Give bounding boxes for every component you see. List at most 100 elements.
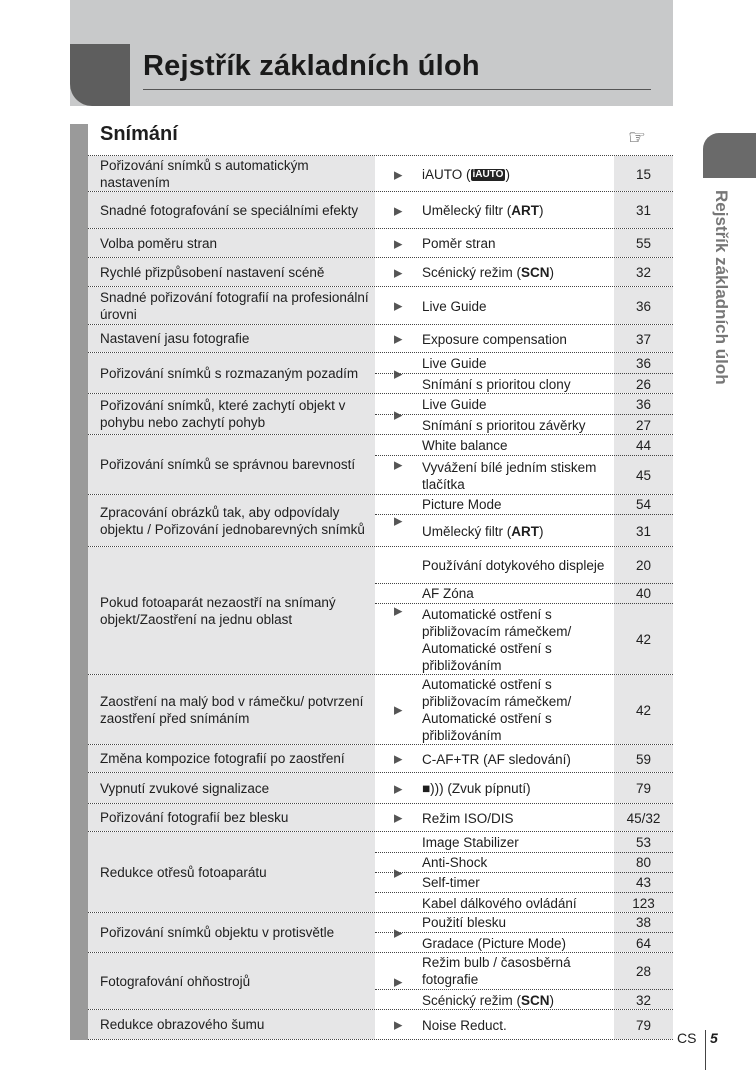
reference-label: Používání dotykového displeje	[422, 557, 605, 573]
page-reference[interactable]: 31	[635, 523, 652, 539]
reference-entry[interactable]: White balance 44	[375, 435, 673, 456]
page-reference[interactable]: 54	[635, 497, 652, 512]
table-row: Změna kompozice fotografií po zaostření ▶…	[88, 745, 673, 773]
page-reference[interactable]: 44	[635, 437, 652, 453]
reference-entry[interactable]: Režim bulb / časosběrná fotografie 28	[375, 953, 673, 990]
page-reference[interactable]: 53	[635, 834, 652, 850]
reference-entry[interactable]: Live Guide 36	[375, 287, 673, 325]
task-label: Pořizování snímků se správnou barevností	[88, 435, 375, 494]
table-row: Nastavení jasu fotografie ▶ Exposure compe…	[88, 325, 673, 353]
reference-entry[interactable]: Live Guide 36	[375, 394, 673, 415]
reference-entry[interactable]: Snímání s prioritou clony 26	[375, 374, 673, 394]
reference-text: Noise Reduct.	[422, 1010, 607, 1040]
task-label: Pořizování fotografií bez blesku	[88, 804, 375, 831]
reference-text: Kabel dálkového ovládání	[422, 893, 607, 913]
reference-text: Automatické ostření s přibližovacím ráme…	[422, 675, 607, 745]
arrow-right-icon: ▶	[394, 1019, 403, 1032]
table-row: Volba poměru stran ▶ Poměr stran 55	[88, 229, 673, 258]
page-reference[interactable]: 64	[635, 935, 652, 951]
reference-entry[interactable]: C-AF+TR (AF sledování) 59	[375, 745, 673, 773]
reference-entry[interactable]: Umělecký filtr (ART) 31	[375, 515, 673, 547]
reference-entry[interactable]: AF Zóna 40	[375, 584, 673, 604]
reference-entry[interactable]: Scénický režim (SCN) 32	[375, 990, 673, 1010]
page-reference[interactable]: 28	[635, 963, 652, 979]
reference-entry[interactable]: Použití blesku 38	[375, 913, 673, 933]
page-column-bg	[614, 675, 673, 744]
page-reference[interactable]: 80	[635, 855, 652, 870]
reference-text: Poměr stran	[422, 229, 607, 258]
header-band	[70, 0, 673, 106]
reference-label: Režim ISO/DIS	[422, 810, 514, 826]
table-row: Zpracování obrázků tak, aby odpovídaly o…	[88, 495, 673, 547]
reference-entry[interactable]: Picture Mode 54	[375, 495, 673, 515]
reference-entry[interactable]: Live Guide 36	[375, 353, 673, 374]
reference-entry[interactable]: iAUTO (iAUTO) 15	[375, 156, 673, 193]
reference-entry[interactable]: Automatické ostření s přibližovacím ráme…	[375, 675, 673, 745]
page-reference[interactable]: 36	[635, 396, 652, 412]
task-label: Snadné fotografování se speciálními efek…	[88, 192, 375, 228]
page-reference[interactable]: 15	[635, 167, 652, 182]
task-label: Zaostření na malý bod v rámečku/ potvrze…	[88, 675, 375, 744]
page-reference[interactable]: 42	[635, 632, 652, 647]
page-reference[interactable]: 38	[635, 915, 652, 930]
task-label: Snadné pořizování fotografií na profesio…	[88, 287, 375, 324]
title-rule	[143, 89, 651, 90]
page-reference[interactable]: 79	[635, 1017, 652, 1033]
reference-text: Live Guide	[422, 287, 607, 325]
table-row: Fotografování ohňostrojů ▶ Režim bulb / ča…	[88, 953, 673, 1010]
page-reference[interactable]: 31	[635, 203, 652, 218]
page-reference[interactable]: 20	[635, 557, 652, 573]
table-row: Snadné fotografování se speciálními efek…	[88, 192, 673, 229]
arrow-right-icon: ▶	[394, 976, 403, 988]
reference-label: Image Stabilizer	[422, 834, 519, 850]
reference-entry[interactable]: Automatické ostření s přibližovacím ráme…	[375, 604, 673, 675]
reference-entry[interactable]: Self-timer 43	[375, 873, 673, 893]
page-reference[interactable]: 36	[635, 355, 652, 371]
page-reference[interactable]: 27	[635, 417, 652, 433]
reference-suffix: )	[539, 203, 544, 218]
reference-suffix: )	[549, 265, 555, 280]
reference-entry[interactable]: Poměr stran 55	[375, 229, 673, 258]
page-reference[interactable]: 123	[632, 895, 655, 911]
page-reference[interactable]: 45	[635, 468, 652, 483]
page-reference[interactable]: 37	[635, 331, 652, 347]
page-reference[interactable]: 40	[635, 586, 652, 601]
reference-entry[interactable]: Image Stabilizer 53	[375, 832, 673, 853]
iauto-mode-icon: iAUTO	[470, 168, 506, 181]
reference-entry[interactable]: Noise Reduct. 79	[375, 1010, 673, 1040]
reference-entry[interactable]: Umělecký filtr (ART) 31	[375, 192, 673, 229]
page-reference[interactable]: 45/32	[626, 810, 661, 826]
table-row: Zaostření na malý bod v rámečku/ potvrze…	[88, 675, 673, 745]
reference-entry[interactable]: Používání dotykového displeje 20	[375, 547, 673, 584]
table-row: Pokud fotoaparát nezaostří na snímaný ob…	[88, 547, 673, 675]
page-reference[interactable]: 36	[635, 298, 652, 314]
reference-entry[interactable]: Vyvážení bílé jedním stiskem tlačítka 45	[375, 456, 673, 495]
reference-label: Self-timer	[422, 875, 480, 890]
reference-entry[interactable]: Scénický režim (SCN) 32	[375, 258, 673, 287]
reference-entry[interactable]: Kabel dálkového ovládání 123	[375, 893, 673, 913]
page-reference[interactable]: 55	[635, 236, 652, 251]
page-column-bg	[614, 156, 673, 191]
reference-label: Kabel dálkového ovládání	[422, 895, 577, 911]
mode-abbreviation: ART	[511, 523, 540, 539]
reference-entry[interactable]: Režim ISO/DIS 45/32	[375, 804, 673, 832]
page-reference[interactable]: 79	[635, 781, 652, 796]
reference-entry[interactable]: Gradace (Picture Mode) 64	[375, 933, 673, 953]
reference-entry[interactable]: Anti-Shock 80	[375, 853, 673, 873]
reference-label: Live Guide	[422, 298, 487, 314]
reference-label: iAUTO (	[422, 167, 471, 182]
arrow-right-icon: ▶	[394, 927, 403, 940]
reference-entry[interactable]: Snímání s prioritou závěrky 27	[375, 415, 673, 435]
page-reference[interactable]: 32	[635, 265, 652, 280]
reference-text: Umělecký filtr (ART)	[422, 515, 607, 547]
reference-text: Umělecký filtr (ART)	[422, 192, 607, 229]
page-column-bg	[614, 495, 673, 546]
reference-entry[interactable]: ■))) (Zvuk pípnutí) 79	[375, 773, 673, 804]
page-reference[interactable]: 43	[635, 875, 652, 890]
page-reference[interactable]: 26	[635, 376, 652, 392]
page-reference[interactable]: 32	[635, 992, 652, 1008]
table-row: Rychlé přizpůsobení nastavení scéně ▶ Scén…	[88, 258, 673, 287]
reference-entry[interactable]: Exposure compensation 37	[375, 325, 673, 353]
page-reference[interactable]: 42	[635, 702, 652, 718]
page-reference[interactable]: 59	[635, 751, 652, 767]
